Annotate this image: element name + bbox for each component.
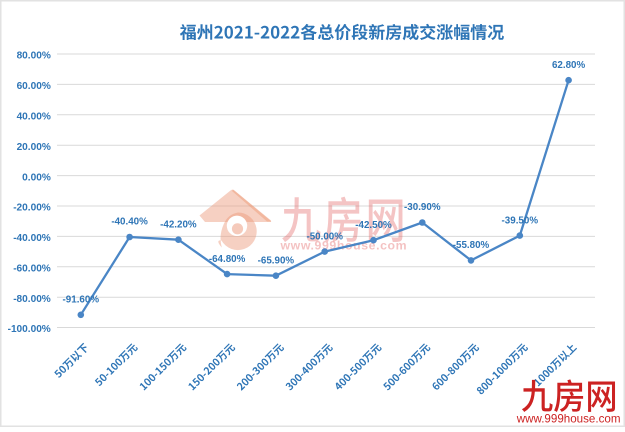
svg-text:-30.90%: -30.90% [404,202,441,213]
svg-text:0.00%: 0.00% [22,172,51,183]
svg-text:-60.00%: -60.00% [13,264,51,275]
svg-text:-80.00%: -80.00% [13,294,51,305]
svg-text:-42.50%: -42.50% [355,220,392,231]
svg-text:-20.00%: -20.00% [13,203,51,214]
svg-text:-55.80%: -55.80% [453,240,490,251]
svg-text:40.00%: 40.00% [17,112,51,123]
svg-text:-50.00%: -50.00% [306,231,343,242]
svg-text:-100.00%: -100.00% [8,324,51,335]
svg-text:60.00%: 60.00% [17,81,51,92]
svg-text:62.80%: 62.80% [552,60,586,71]
svg-text:-40.00%: -40.00% [13,233,51,244]
svg-text:www.999house.com: www.999house.com [516,412,621,425]
svg-text:-91.60%: -91.60% [63,295,100,306]
svg-text:-40.40%: -40.40% [111,217,148,228]
svg-text:20.00%: 20.00% [17,142,51,153]
svg-text:www.999house.com: www.999house.com [280,239,408,253]
svg-text:-39.50%: -39.50% [502,215,539,226]
svg-text:-42.20%: -42.20% [160,219,197,230]
svg-text:80.00%: 80.00% [17,51,51,62]
svg-text:-64.80%: -64.80% [209,254,246,265]
svg-text:-65.90%: -65.90% [258,255,295,266]
